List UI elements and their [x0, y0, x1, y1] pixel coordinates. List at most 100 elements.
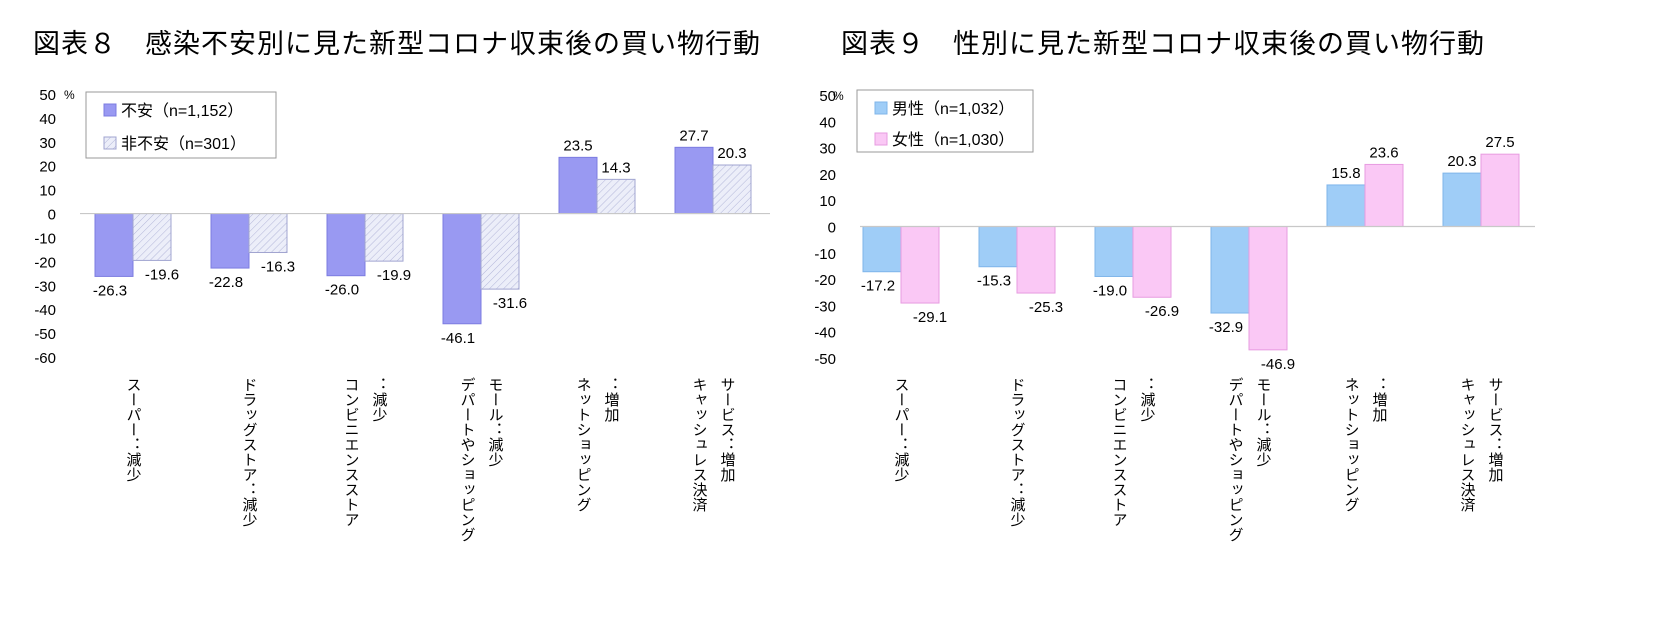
category-label: デパートやショッピング — [459, 377, 476, 542]
y-tick-label: -10 — [34, 230, 56, 247]
chart-title: 図表８ 感染不安別に見た新型コロナ収束後の買い物行動 — [33, 29, 761, 60]
y-tick-label: -50 — [34, 326, 56, 343]
data-label: -32.9 — [1209, 319, 1243, 336]
category-label: ：減少 — [1139, 377, 1156, 422]
bar — [248, 213, 288, 254]
legend-swatch — [103, 136, 117, 150]
bar-chart: 50 40 30 20 10 0 -10 -20 -30 -40 -50% -17.2 -15.3 -19… — [814, 88, 1535, 542]
chart-title: 図表９ 性別に見た新型コロナ収束後の買い物行動 — [841, 29, 1485, 60]
y-tick-label: -30 — [34, 278, 56, 295]
y-tick-label: 0 — [48, 207, 56, 224]
data-label: 14.3 — [601, 159, 630, 176]
legend-label: 不安（n=1,152） — [121, 102, 243, 120]
y-tick-label: 50 — [39, 87, 56, 104]
y-tick-label: 50 — [819, 88, 836, 105]
bar — [1248, 226, 1288, 351]
data-label: -17.2 — [861, 278, 895, 295]
bar — [1094, 226, 1134, 277]
y-tick-label: 0 — [828, 220, 836, 237]
data-label: -15.3 — [977, 273, 1011, 290]
data-label: -16.3 — [261, 259, 295, 276]
legend-swatch — [874, 101, 888, 115]
category-label: ネットショッピング — [1343, 377, 1360, 512]
bar-chart: 50 40 30 20 10 0 -10 -20 -30 -40 -50 -60% -26.3 -22.8… — [34, 87, 770, 542]
legend-label: 男性（n=1,032） — [892, 100, 1014, 118]
bar — [1016, 226, 1056, 294]
data-label: -19.0 — [1093, 282, 1127, 299]
data-label: -29.1 — [913, 309, 947, 326]
y-tick-label: -10 — [814, 246, 836, 263]
category-label: サービス：増加 — [1487, 377, 1504, 483]
category-label: ネットショッピング — [575, 377, 592, 512]
bar — [442, 213, 482, 325]
y-unit-label: % — [833, 89, 844, 103]
y-tick-label: 20 — [39, 159, 56, 176]
y-tick-label: 30 — [819, 141, 836, 158]
y-tick-label: 10 — [39, 183, 56, 200]
bar — [558, 156, 598, 215]
legend-label: 非不安（n=301） — [121, 135, 246, 153]
y-tick-label: 30 — [39, 135, 56, 152]
y-tick-label: -40 — [34, 302, 56, 319]
data-label: -25.3 — [1029, 299, 1063, 316]
data-label: -46.9 — [1261, 356, 1295, 373]
category-label: モール：減少 — [1255, 377, 1272, 467]
data-label: 20.3 — [717, 145, 746, 162]
data-label: -26.9 — [1145, 303, 1179, 320]
category-label: コンビニエンスストア — [1111, 377, 1128, 527]
data-label: 23.6 — [1369, 144, 1398, 161]
data-label: -26.0 — [325, 282, 359, 299]
legend-box — [85, 91, 277, 159]
legend-swatch — [103, 103, 117, 117]
data-label: -46.1 — [441, 330, 475, 347]
bar — [900, 226, 940, 304]
bar — [132, 213, 172, 261]
y-tick-label: 10 — [819, 193, 836, 210]
bar — [1210, 226, 1250, 314]
bar — [1364, 163, 1404, 228]
y-tick-label: -40 — [814, 325, 836, 342]
chart-figure-8: 図表８ 感染不安別に見た新型コロナ収束後の買い物行動 50 40 30 20 10 0 -1… — [33, 29, 770, 542]
bar — [978, 226, 1018, 268]
legend-swatch — [874, 132, 888, 146]
data-label: -26.3 — [93, 282, 127, 299]
bar — [1442, 172, 1482, 227]
category-label: デパートやショッピング — [1227, 377, 1244, 542]
category-label: キャッシュレス決済 — [691, 377, 708, 512]
category-label: スーパー：減少 — [893, 377, 910, 482]
category-label: コンビニエンスストア — [343, 377, 360, 527]
chart-figure-9: 図表９ 性別に見た新型コロナ収束後の買い物行動 50 40 30 20 10 0 -10 -2… — [814, 0, 1669, 637]
legend-label: 女性（n=1,030） — [892, 130, 1014, 149]
bar — [596, 178, 636, 215]
bar — [1326, 184, 1366, 227]
category-label: ：減少 — [371, 377, 388, 422]
data-label: 27.7 — [679, 127, 708, 144]
y-tick-label: -50 — [814, 351, 836, 368]
bar — [1132, 226, 1172, 298]
y-tick-label: -20 — [814, 272, 836, 289]
y-tick-label: 40 — [819, 114, 836, 131]
bar — [94, 213, 134, 277]
data-label: 23.5 — [563, 137, 592, 154]
category-label: サービス：増加 — [719, 377, 736, 483]
category-label: ：増加 — [603, 377, 620, 423]
data-label: 20.3 — [1447, 153, 1476, 170]
category-label: ：増加 — [1371, 377, 1388, 423]
y-unit-label: % — [64, 88, 75, 102]
y-tick-label: 20 — [819, 167, 836, 184]
data-label: -22.8 — [209, 274, 243, 291]
bar — [674, 146, 714, 215]
data-label: -19.9 — [377, 267, 411, 284]
bar — [364, 213, 404, 262]
data-label: -31.6 — [493, 295, 527, 312]
data-label: 15.8 — [1331, 165, 1360, 182]
bar — [1480, 153, 1520, 227]
category-label: キャッシュレス決済 — [1459, 377, 1476, 512]
data-label: 27.5 — [1485, 134, 1514, 151]
bar — [480, 213, 520, 290]
y-tick-label: -30 — [814, 298, 836, 315]
data-label: -19.6 — [145, 266, 179, 283]
category-label: ドラッグストア：減少 — [241, 377, 258, 527]
y-tick-label: 40 — [39, 111, 56, 128]
bar — [712, 164, 752, 215]
